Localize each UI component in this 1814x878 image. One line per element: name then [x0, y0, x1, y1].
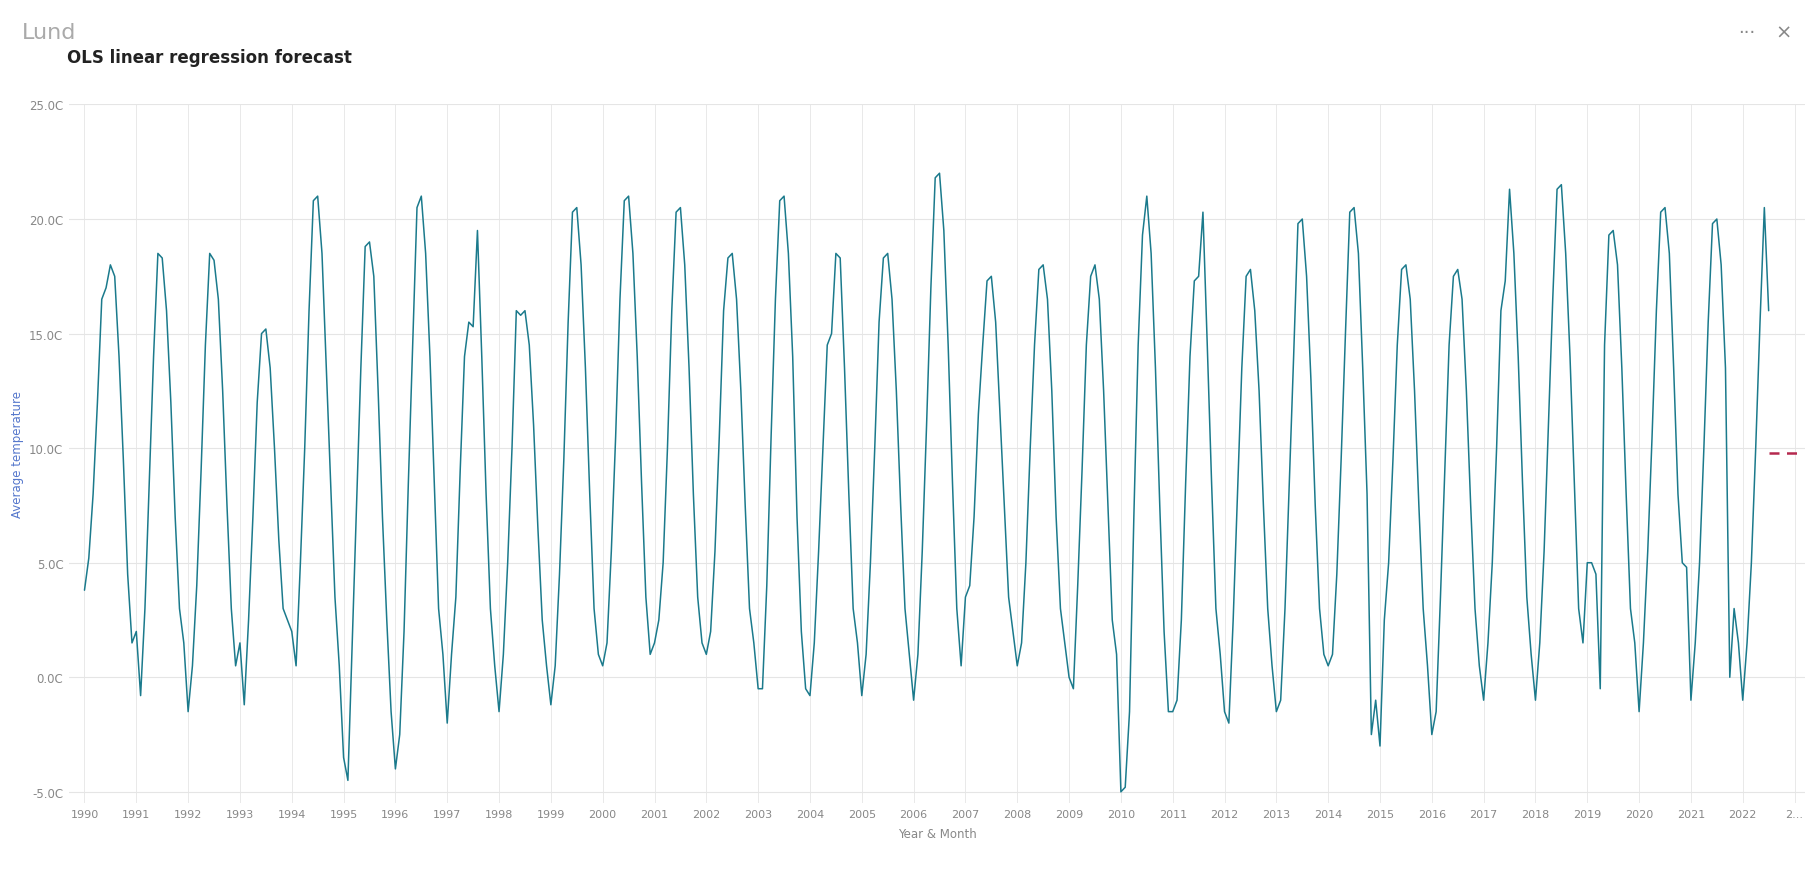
Y-axis label: Average temperature: Average temperature	[11, 391, 24, 518]
Text: ×: ×	[1774, 24, 1792, 43]
X-axis label: Year & Month: Year & Month	[898, 827, 976, 840]
Text: OLS linear regression forecast: OLS linear regression forecast	[67, 49, 352, 67]
Text: ···: ···	[1738, 24, 1756, 42]
Text: Lund: Lund	[22, 23, 76, 43]
